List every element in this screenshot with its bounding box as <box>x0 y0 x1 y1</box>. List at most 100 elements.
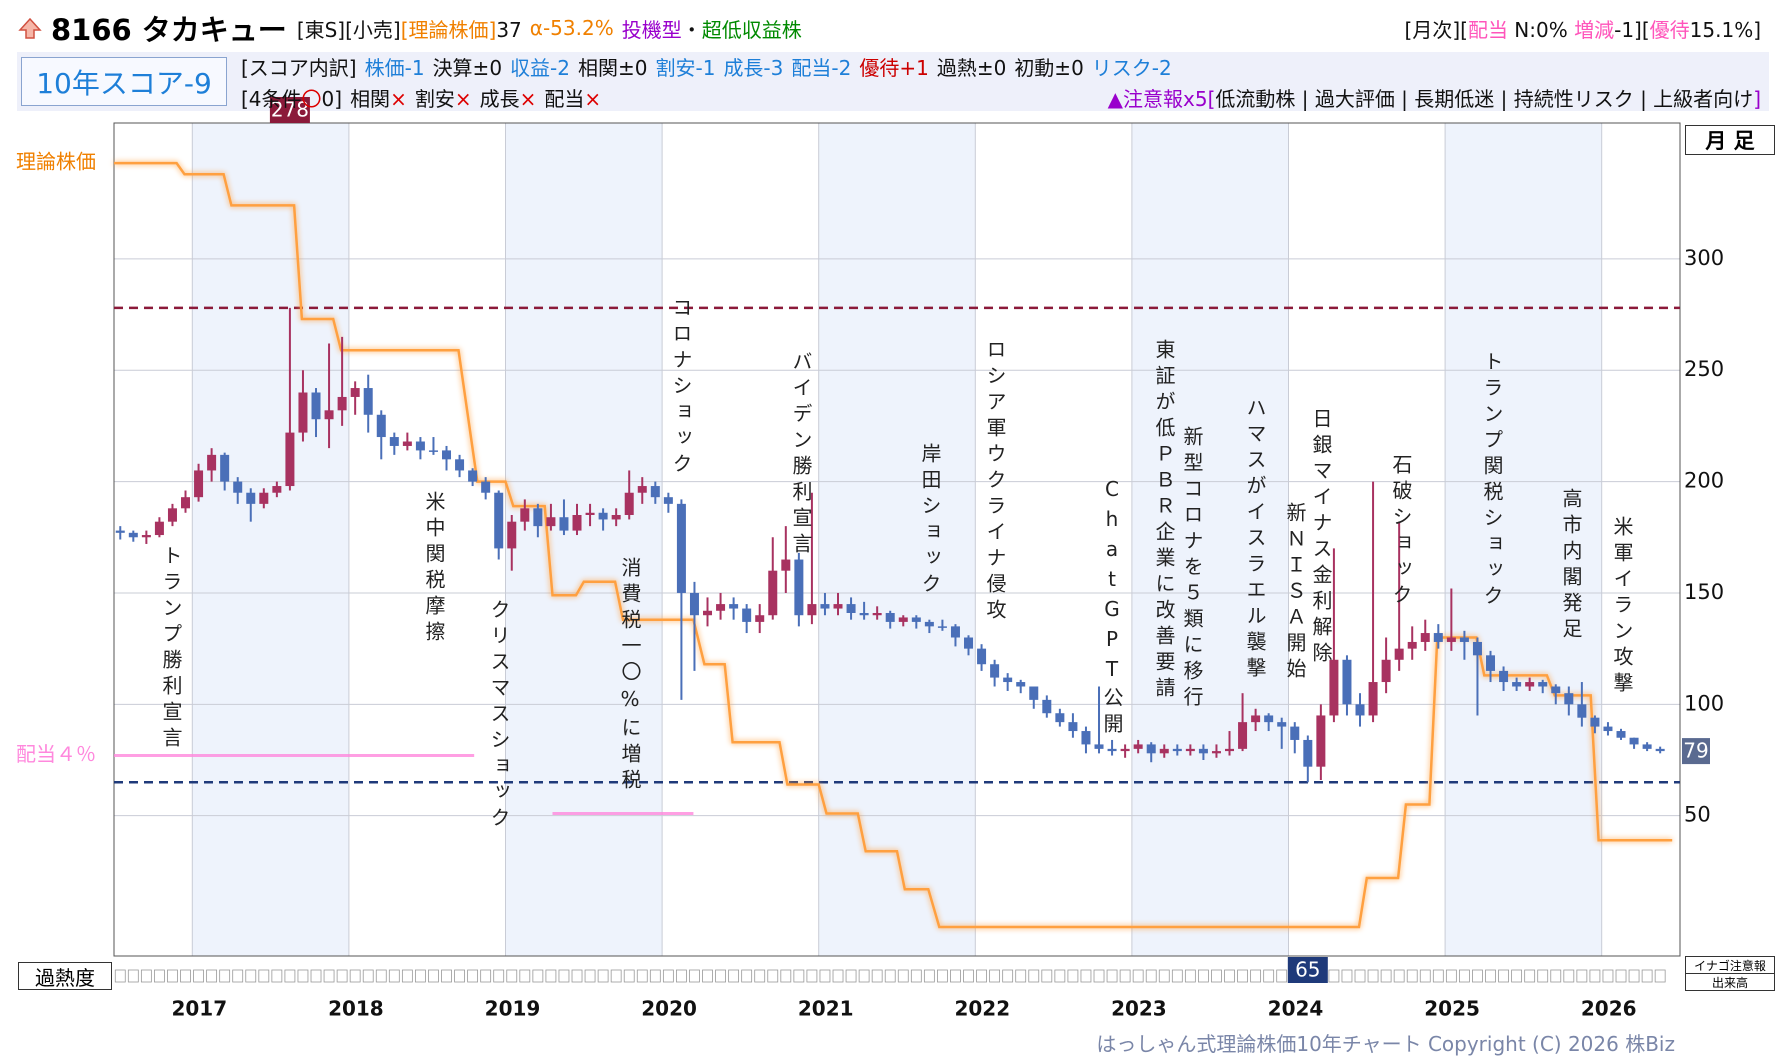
heat-cell <box>584 969 596 983</box>
candle-body <box>742 608 752 622</box>
candle-body <box>794 559 804 616</box>
event-label: 東証が低ＰＢＲ企業に改善要請 <box>1152 339 1176 703</box>
heat-cell <box>728 969 740 983</box>
heat-cell <box>1511 969 1523 983</box>
heat-cell <box>428 969 439 983</box>
header-text: 初動±0 <box>1014 55 1084 80</box>
heat-cell <box>1015 969 1027 983</box>
candle-body <box>1081 731 1091 745</box>
candle-body <box>703 610 713 616</box>
heat-cell <box>506 969 518 983</box>
heat-cell <box>806 969 818 983</box>
header-text: 〇 <box>301 86 322 111</box>
candle-body <box>1016 682 1026 687</box>
candle-body <box>533 508 543 527</box>
header-text: [スコア内訳] <box>241 55 357 80</box>
event-label: トランプ勝利宣言 <box>159 545 183 753</box>
heat-cell <box>545 969 557 983</box>
header-text: 37 <box>496 17 522 42</box>
event-label: 新型コロナを５類に移行 <box>1180 426 1204 712</box>
heat-cell <box>415 969 426 983</box>
candle-body <box>1499 670 1509 683</box>
candle-body <box>950 626 960 638</box>
heat-cell <box>1615 969 1627 983</box>
candle-body <box>1185 748 1195 752</box>
candle-body <box>1342 659 1352 705</box>
heat-cell <box>884 969 896 983</box>
candle-body <box>572 515 582 531</box>
header-text: 優待 <box>1649 17 1690 42</box>
candle-body <box>1316 715 1326 767</box>
x-tick-label: 2025 <box>1424 997 1480 1021</box>
candle-body <box>1538 682 1548 687</box>
candle-body <box>1433 633 1443 642</box>
heat-cell <box>349 969 361 983</box>
event-label: ロシア軍ウクライナ侵攻 <box>983 339 1007 625</box>
candle-body <box>1055 713 1065 723</box>
candle-body <box>259 492 269 504</box>
heat-cell <box>858 969 870 983</box>
candle-body <box>285 432 295 487</box>
candle-body <box>1603 726 1613 732</box>
heat-cell <box>388 969 400 983</box>
heat-cell <box>297 969 309 983</box>
candle-body <box>1472 641 1482 656</box>
candle-body <box>1629 737 1639 745</box>
candle-body <box>402 441 412 446</box>
x-tick-label: 2018 <box>328 997 384 1021</box>
event-label: 岸田ショック <box>918 443 942 599</box>
heat-cell <box>950 969 961 983</box>
candle-body <box>1251 715 1261 723</box>
heat-cell <box>610 969 622 983</box>
heat-cell <box>1354 969 1366 983</box>
header-text: リスク-2 <box>1091 55 1172 80</box>
header-item: 成長× <box>480 83 537 112</box>
heat-cell <box>832 969 844 983</box>
candle-body <box>494 492 504 549</box>
header-item: 配当× <box>544 83 601 112</box>
event-label: バイデン勝利宣言 <box>789 351 813 559</box>
header-text: [東S][小売] <box>296 17 401 42</box>
heat-cell <box>206 969 218 983</box>
heat-cell <box>767 969 779 983</box>
candle-body <box>1420 633 1430 642</box>
candle-body <box>924 621 934 627</box>
x-tick-label: 2024 <box>1268 997 1324 1021</box>
candle-body <box>376 414 386 438</box>
candle-body <box>689 592 699 616</box>
y-tick-label: 150 <box>1684 580 1724 604</box>
heat-cell <box>127 969 139 983</box>
y-tick-label: 300 <box>1684 246 1724 270</box>
candle-body <box>1564 693 1574 705</box>
heat-cell <box>1445 969 1457 983</box>
heat-cell <box>662 969 674 983</box>
heat-cell <box>1041 969 1053 983</box>
theory-line <box>114 161 1673 929</box>
candle-body <box>859 613 869 616</box>
heat-cell <box>989 969 1001 983</box>
candle-body <box>755 615 765 622</box>
candle-body <box>1303 739 1313 767</box>
candle-body <box>1003 677 1013 683</box>
event-label: コロナショック <box>669 297 693 479</box>
heat-cell <box>193 969 204 983</box>
candle-body <box>1381 659 1391 683</box>
header-text: [ <box>1207 86 1216 111</box>
header-item: リスク-2 <box>1092 52 1172 81</box>
heat-cell <box>1341 969 1353 983</box>
heat-cell <box>1171 969 1183 983</box>
heat-cell <box>1498 969 1509 983</box>
header-item: [月次][配当 N:0% 増減-1][優待15.1%] <box>1405 14 1761 43</box>
period-label: 月 足 <box>1685 125 1775 155</box>
header-text: 成長 <box>479 86 520 111</box>
event-label: トランプ関税ショック <box>1480 351 1504 611</box>
heat-cell <box>1589 969 1601 983</box>
heat-cell <box>467 969 479 983</box>
header-text: ] <box>1753 86 1761 111</box>
x-tick-label: 2023 <box>1111 997 1167 1021</box>
candle-body <box>624 492 634 515</box>
reference-box <box>269 97 310 123</box>
candle-body <box>1290 726 1300 740</box>
heat-cell <box>937 969 948 983</box>
